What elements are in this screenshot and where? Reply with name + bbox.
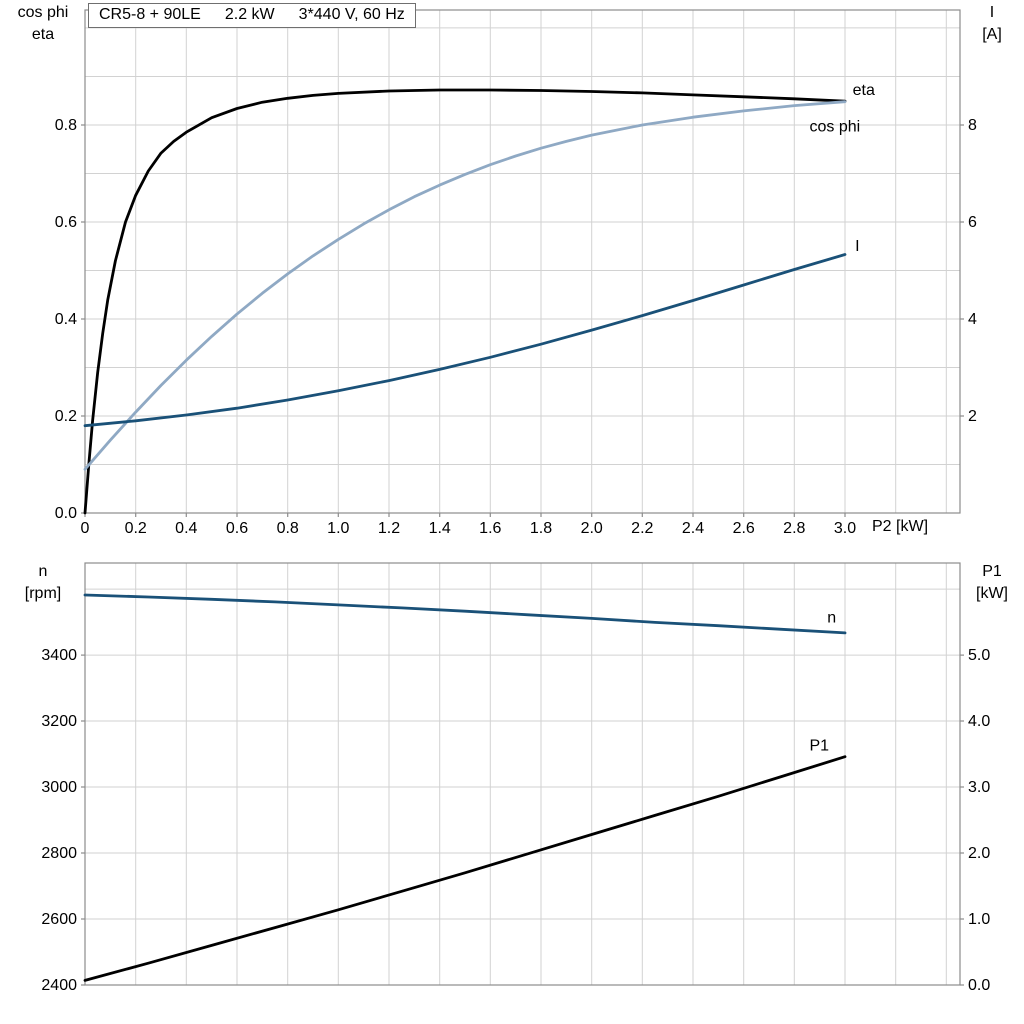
bottom-left-axis-title: n [rpm] — [0, 561, 86, 605]
y-left-tick-label: 3400 — [41, 647, 77, 664]
bottom-right-axis-title: P1 [kW] — [960, 561, 1024, 605]
plot-border — [84, 562, 961, 986]
x-axis-label: P2 [kW] — [872, 518, 929, 535]
input-power-curve-label: P1 — [810, 738, 830, 755]
y-right-tick-label: 5.0 — [968, 647, 990, 664]
plot-border — [84, 9, 961, 514]
cos-phi-axis-label: cos phi — [17, 4, 69, 21]
current-curve-label: I — [855, 238, 859, 255]
motor-efficiency-chart: 0 0.2 0.4 0.6 0.8 1.0 1.2 1.4 1.6 1.8 2.0 2.2 2.4 2.6… — [55, 9, 977, 537]
speed-axis-unit: [rpm] — [24, 585, 62, 602]
input-power-axis-label: P1 — [982, 563, 1002, 580]
chart-title-box: CR5-8 + 90LE 2.2 kW 3*440 V, 60 Hz — [88, 3, 416, 28]
x-tick-label: 2.4 — [682, 520, 704, 537]
top-left-axis-title: cos phi eta — [0, 2, 86, 46]
speed-curve — [83, 593, 847, 635]
y-left-tick-label: 0.2 — [55, 408, 77, 425]
speed-axis-label: n — [38, 563, 48, 580]
x-tick-label: 0.6 — [226, 520, 248, 537]
y-left-tick-label: 3200 — [41, 713, 77, 730]
x-tick-label: 2.8 — [783, 520, 805, 537]
x-tick-label: 0.4 — [175, 520, 197, 537]
y-left-tick-label: 0.6 — [55, 214, 77, 231]
x-tick-label: 1.4 — [429, 520, 451, 537]
top-right-axis-title: I [A] — [960, 2, 1024, 46]
y-left-tick-label: 3000 — [41, 779, 77, 796]
input-power-axis-unit: [kW] — [976, 585, 1008, 602]
current-axis-unit: [A] — [982, 26, 1002, 43]
motor-speed-power-chart: 2400 2600 2800 3000 3200 3400 0.0 1.0 2.0 3.0 4.0 5… — [41, 562, 990, 994]
eta-curve — [83, 88, 847, 515]
input-power-curve — [83, 755, 847, 982]
x-tick-label: 2.2 — [631, 520, 653, 537]
x-tick-label: 0.8 — [277, 520, 299, 537]
y-left-tick-label: 0.8 — [55, 117, 77, 134]
y-right-tick-label: 4.0 — [968, 713, 990, 730]
x-tick-label: 0 — [81, 520, 90, 537]
y-left-tick-label: 2600 — [41, 911, 77, 928]
eta-axis-label: eta — [31, 26, 55, 43]
x-tick-label: 1.2 — [378, 520, 400, 537]
x-tick-label: 2.6 — [733, 520, 755, 537]
y-right-tick-label: 2 — [968, 408, 977, 425]
y-left-tick-label: 2800 — [41, 845, 77, 862]
cos-phi-curve-label: cos phi — [810, 118, 861, 135]
eta-curve-label: eta — [853, 82, 875, 99]
current-curve — [83, 253, 847, 428]
y-left-tick-label: 2400 — [41, 977, 77, 994]
y-left-tick-label: 0.0 — [55, 505, 77, 522]
motor-power-label: 2.2 kW — [224, 6, 275, 23]
x-tick-label: 2.0 — [581, 520, 603, 537]
x-tick-label: 3.0 — [834, 520, 856, 537]
speed-curve-label: n — [827, 610, 836, 627]
pump-model-label: CR5-8 + 90LE — [99, 6, 201, 23]
y-right-tick-label: 2.0 — [968, 845, 990, 862]
current-axis-label: I — [989, 4, 995, 21]
y-right-tick-label: 8 — [968, 117, 977, 134]
y-right-tick-label: 0.0 — [968, 977, 990, 994]
x-tick-label: 1.8 — [530, 520, 552, 537]
x-tick-label: 1.0 — [327, 520, 349, 537]
cos-phi-curve — [83, 100, 847, 471]
supply-voltage-label: 3*440 V, 60 Hz — [298, 6, 405, 23]
y-right-tick-label: 3.0 — [968, 779, 990, 796]
y-left-tick-label: 0.4 — [55, 311, 77, 328]
y-right-tick-label: 4 — [968, 311, 977, 328]
x-tick-label: 0.2 — [125, 520, 147, 537]
y-right-tick-label: 6 — [968, 214, 977, 231]
y-right-tick-label: 1.0 — [968, 911, 990, 928]
x-tick-label: 1.6 — [479, 520, 501, 537]
